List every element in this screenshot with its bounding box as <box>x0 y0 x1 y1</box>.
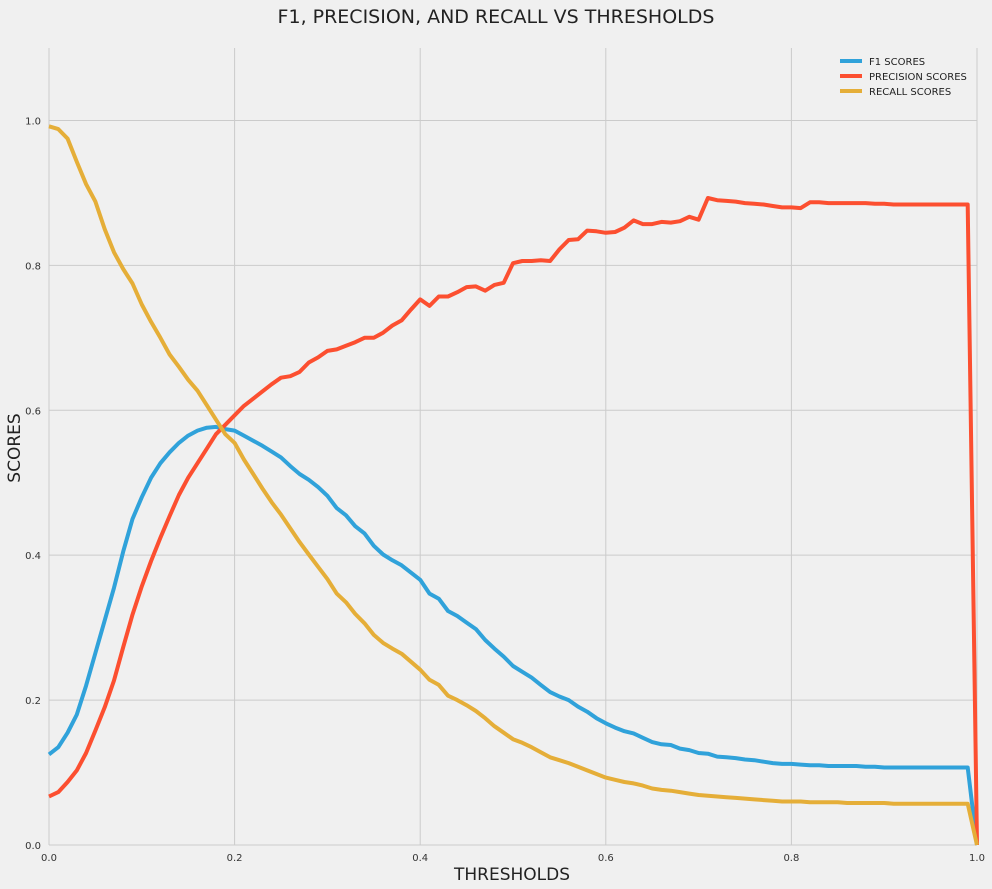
y-tick-label: 0.8 <box>25 261 41 272</box>
x-tick-label: 0.0 <box>41 853 57 864</box>
x-tick-label: 0.8 <box>783 853 799 864</box>
x-tick-label: 1.0 <box>969 853 985 864</box>
series-group <box>47 124 979 846</box>
series-recall-scoresline <box>48 124 979 846</box>
legend-label-precision-scores: PRECISION SCORES <box>869 72 967 83</box>
series-f1-scoresline <box>47 424 979 846</box>
legend-label-recall-scores: RECALL SCORES <box>869 87 951 98</box>
y-tick-label: 0.4 <box>25 551 41 562</box>
legend-label-f1-scores: F1 SCORES <box>869 57 925 68</box>
y-tick-label: 1.0 <box>25 116 41 127</box>
chart-title: F1, PRECISION, AND RECALL VS THRESHOLDS <box>278 6 715 28</box>
series-precision-scoresline <box>48 196 979 846</box>
grid <box>48 48 978 846</box>
y-tick-label: 0.2 <box>25 696 41 707</box>
y-axis-ticks: 0.0 0.2 0.4 0.6 0.8 1.0 <box>25 116 41 852</box>
x-tick-label: 0.4 <box>412 853 428 864</box>
y-tick-label: 0.6 <box>25 406 41 417</box>
x-axis-ticks: 0.0 0.2 0.4 0.6 0.8 1.0 <box>41 853 985 864</box>
x-tick-label: 0.6 <box>598 853 614 864</box>
legend: F1 SCORES PRECISION SCORES RECALL SCORES <box>840 57 967 98</box>
y-axis-label: SCORES <box>5 413 25 482</box>
y-tick-label: 0.0 <box>25 841 41 852</box>
x-tick-label: 0.2 <box>227 853 243 864</box>
x-axis-label: THRESHOLDS <box>453 865 570 885</box>
